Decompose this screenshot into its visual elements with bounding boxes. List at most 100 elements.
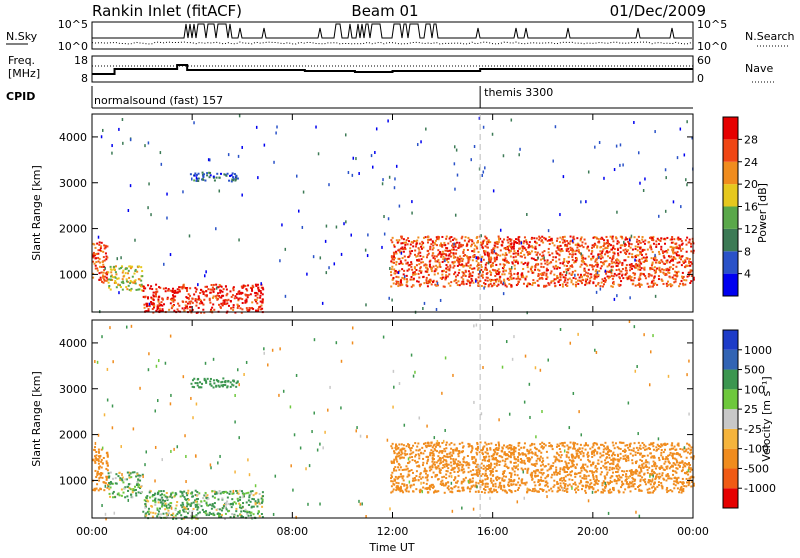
data-cell bbox=[641, 284, 643, 286]
data-cell bbox=[485, 267, 487, 269]
data-cell bbox=[589, 277, 591, 279]
data-cell bbox=[422, 458, 424, 460]
data-cell bbox=[402, 263, 404, 265]
data-cell bbox=[142, 511, 144, 513]
data-cell bbox=[491, 264, 493, 266]
data-cell bbox=[666, 468, 668, 470]
colorbar-segment bbox=[723, 207, 738, 229]
data-cell bbox=[398, 263, 400, 265]
data-cell bbox=[579, 277, 581, 279]
data-cell bbox=[555, 467, 557, 469]
data-cell bbox=[677, 156, 679, 159]
data-cell bbox=[503, 282, 505, 285]
data-cell bbox=[232, 176, 234, 178]
data-cell bbox=[144, 307, 146, 309]
data-cell bbox=[390, 271, 392, 273]
data-cell bbox=[681, 240, 683, 242]
data-cell bbox=[167, 510, 169, 512]
data-cell bbox=[143, 304, 145, 306]
data-cell bbox=[448, 282, 450, 284]
data-cell bbox=[548, 236, 550, 238]
data-cell bbox=[526, 243, 528, 245]
data-cell bbox=[112, 496, 114, 498]
data-cell bbox=[197, 382, 199, 384]
data-cell bbox=[413, 480, 415, 482]
data-cell bbox=[466, 264, 468, 266]
data-cell bbox=[236, 304, 238, 306]
data-cell bbox=[195, 501, 197, 503]
data-cell bbox=[467, 237, 469, 239]
data-cell bbox=[571, 248, 573, 250]
data-cell bbox=[477, 258, 479, 260]
data-cell bbox=[417, 442, 419, 444]
data-cell bbox=[197, 385, 199, 387]
data-cell bbox=[442, 256, 444, 258]
data-cell bbox=[511, 261, 513, 263]
data-cell bbox=[416, 240, 418, 242]
data-cell bbox=[504, 254, 506, 256]
data-cell bbox=[646, 256, 648, 258]
data-cell bbox=[569, 267, 571, 269]
data-cell bbox=[403, 469, 405, 471]
data-cell bbox=[418, 251, 420, 253]
data-cell bbox=[605, 273, 607, 275]
data-cell bbox=[184, 498, 186, 500]
data-cell bbox=[153, 306, 155, 308]
data-cell bbox=[222, 291, 224, 293]
data-cell bbox=[576, 443, 578, 445]
data-cell bbox=[585, 492, 587, 494]
data-cell bbox=[627, 249, 629, 251]
data-cell bbox=[434, 242, 436, 244]
data-cell bbox=[504, 264, 506, 266]
data-cell bbox=[229, 290, 231, 292]
data-cell bbox=[616, 269, 618, 271]
data-cell bbox=[623, 458, 625, 460]
data-cell bbox=[461, 442, 463, 444]
data-cell bbox=[562, 263, 564, 265]
data-cell bbox=[98, 449, 100, 451]
data-cell bbox=[524, 278, 526, 280]
data-cell bbox=[240, 297, 242, 299]
data-cell bbox=[103, 279, 105, 281]
data-cell bbox=[168, 512, 170, 514]
data-cell bbox=[563, 271, 565, 273]
data-cell bbox=[398, 249, 400, 251]
data-cell bbox=[211, 284, 213, 286]
data-cell bbox=[635, 469, 637, 471]
data-cell bbox=[603, 245, 605, 247]
data-cell bbox=[565, 274, 567, 276]
data-cell bbox=[427, 254, 429, 256]
data-cell bbox=[538, 244, 540, 246]
data-cell bbox=[436, 461, 438, 463]
data-cell bbox=[624, 252, 626, 254]
data-cell bbox=[453, 471, 455, 473]
data-cell bbox=[232, 504, 234, 506]
data-cell bbox=[238, 493, 240, 495]
data-cell bbox=[595, 480, 597, 482]
data-cell bbox=[472, 477, 474, 479]
data-cell bbox=[120, 256, 122, 259]
data-cell bbox=[616, 258, 618, 260]
data-cell bbox=[203, 500, 205, 502]
data-cell bbox=[157, 492, 159, 494]
data-cell bbox=[504, 479, 506, 481]
data-cell bbox=[210, 174, 212, 176]
data-cell bbox=[463, 249, 465, 251]
data-cell bbox=[101, 135, 103, 138]
data-cell bbox=[631, 243, 633, 245]
data-cell bbox=[682, 283, 684, 285]
data-cell bbox=[616, 468, 618, 470]
data-cell bbox=[154, 493, 156, 495]
data-cell bbox=[205, 290, 207, 292]
data-cell bbox=[244, 302, 246, 304]
frequency-panel: Freq. [MHz] 18 8 60 0 Nave bbox=[8, 54, 774, 85]
data-cell bbox=[422, 246, 424, 248]
data-cell bbox=[470, 470, 472, 472]
data-cell bbox=[397, 242, 399, 244]
data-cell bbox=[468, 261, 470, 263]
data-cell bbox=[93, 449, 95, 451]
data-cell bbox=[476, 469, 478, 471]
data-cell bbox=[638, 236, 640, 238]
data-cell bbox=[586, 248, 588, 250]
data-cell bbox=[279, 259, 281, 262]
